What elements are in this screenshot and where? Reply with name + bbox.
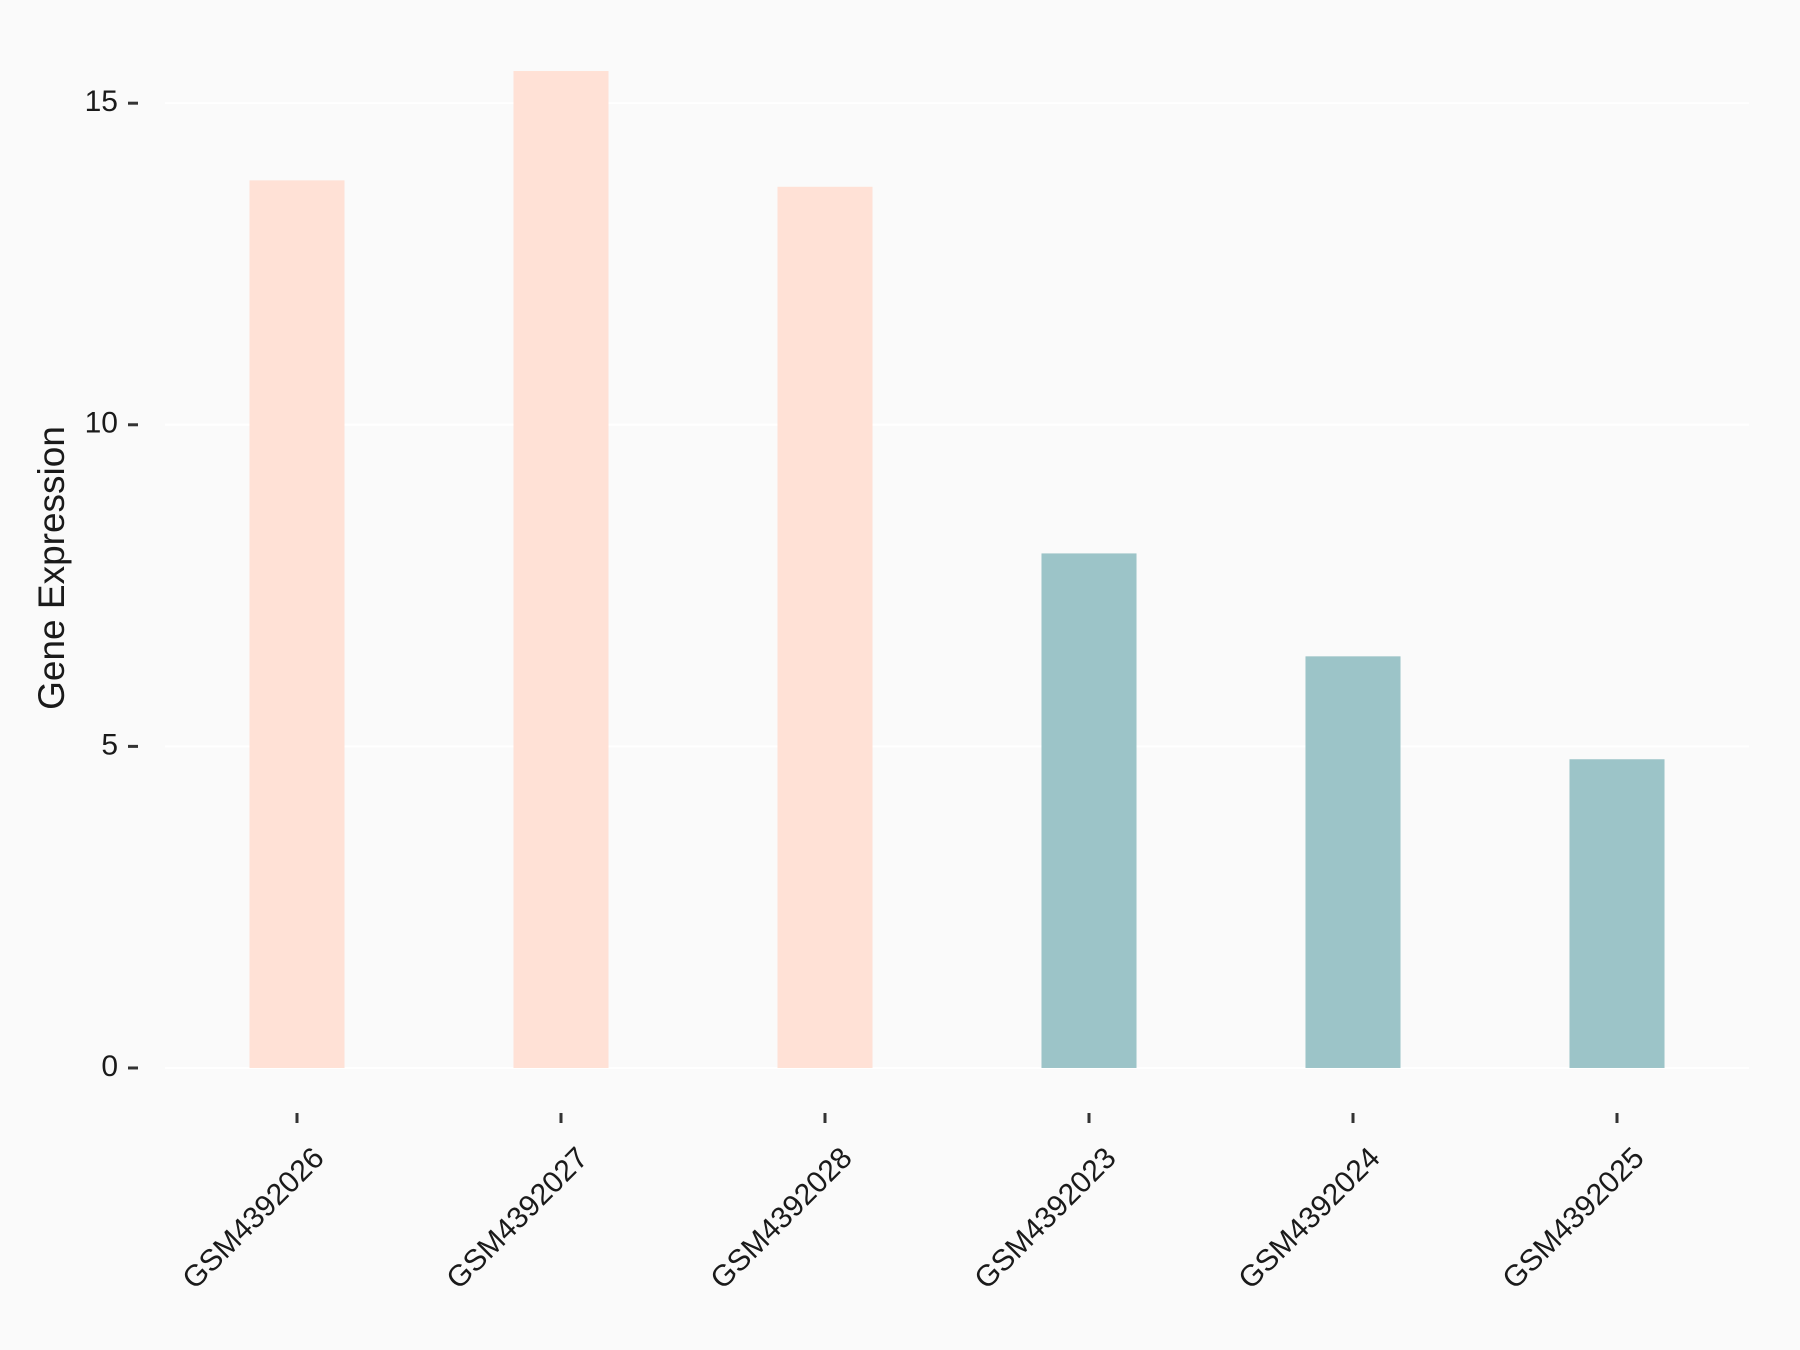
bar	[249, 180, 345, 1068]
x-tick-label: GSM4392026	[176, 1141, 330, 1295]
y-tick-label: 5	[101, 728, 118, 761]
x-tick-label: GSM4392027	[440, 1141, 594, 1295]
bar	[513, 71, 609, 1068]
y-axis-title: Gene Expression	[31, 426, 72, 710]
bar	[1569, 759, 1665, 1068]
x-tick-label: GSM4392023	[968, 1141, 1122, 1295]
x-tick-label: GSM4392024	[1232, 1141, 1386, 1295]
x-tick-label: GSM4392028	[704, 1141, 858, 1295]
bar	[1041, 553, 1137, 1068]
y-tick-label: 15	[85, 85, 118, 118]
y-tick-label: 0	[101, 1050, 118, 1083]
bar	[1305, 656, 1401, 1068]
bar	[777, 186, 873, 1068]
y-tick-label: 10	[85, 407, 118, 440]
x-tick-label: GSM4392025	[1496, 1141, 1650, 1295]
